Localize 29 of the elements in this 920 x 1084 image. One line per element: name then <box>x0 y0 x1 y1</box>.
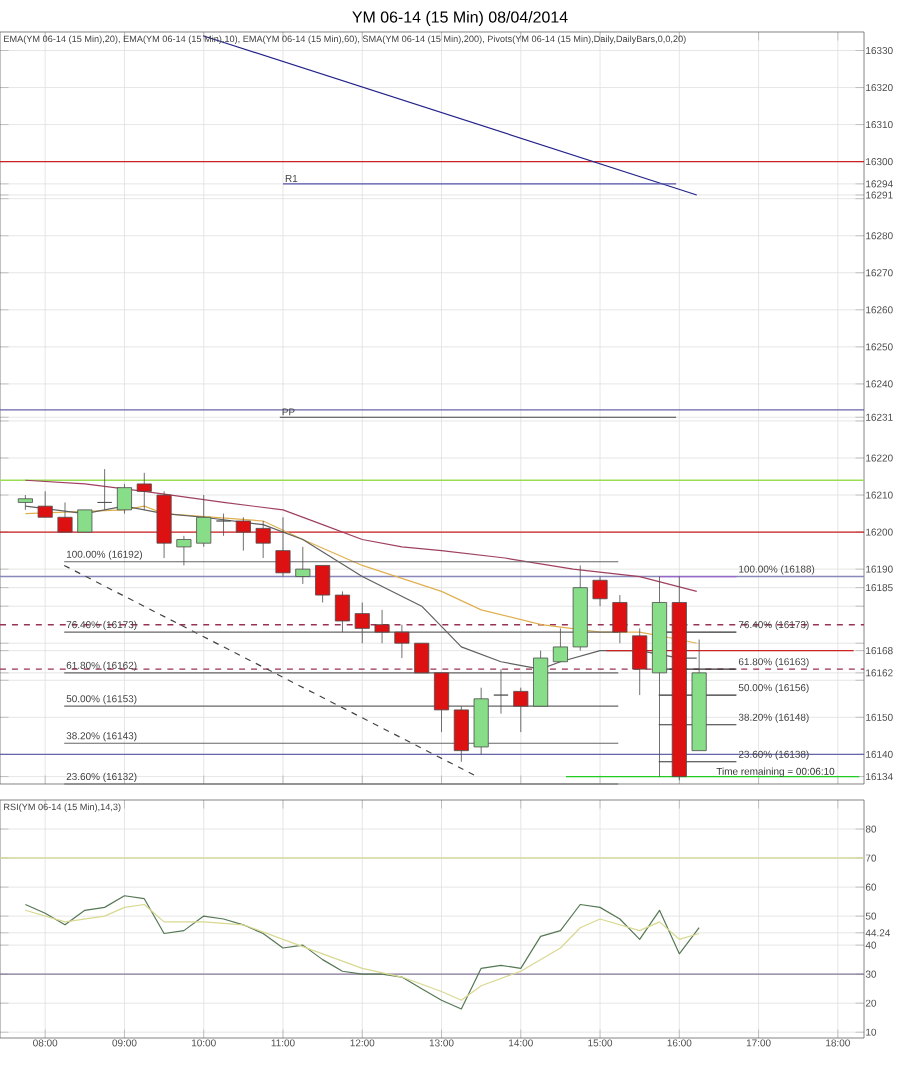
line-series <box>24 479 698 592</box>
candlestick <box>57 502 73 533</box>
candlestick <box>176 535 192 566</box>
candlestick <box>632 628 648 696</box>
candlestick <box>196 494 212 548</box>
candlestick <box>433 672 450 733</box>
line-series <box>24 505 698 670</box>
candlestick <box>97 468 113 511</box>
candlestick <box>216 513 232 537</box>
candlestick <box>493 668 509 715</box>
candlestick <box>552 628 568 663</box>
candlestick <box>116 483 132 514</box>
candlestick <box>592 576 608 607</box>
candlestick <box>275 516 291 577</box>
candlestick <box>414 642 430 674</box>
candlestick <box>37 490 53 518</box>
candlestick <box>354 602 370 644</box>
candlestick <box>334 590 350 633</box>
candlestick <box>235 516 251 552</box>
candlestick <box>136 472 152 511</box>
candlestick <box>394 624 410 659</box>
candlestick <box>295 546 311 585</box>
candlestick <box>315 565 331 603</box>
candlestick <box>513 687 529 733</box>
candlestick <box>255 520 271 559</box>
candlestick <box>612 594 628 644</box>
candlestick <box>453 705 469 763</box>
candlestick <box>374 609 390 644</box>
candlestick <box>77 509 93 533</box>
